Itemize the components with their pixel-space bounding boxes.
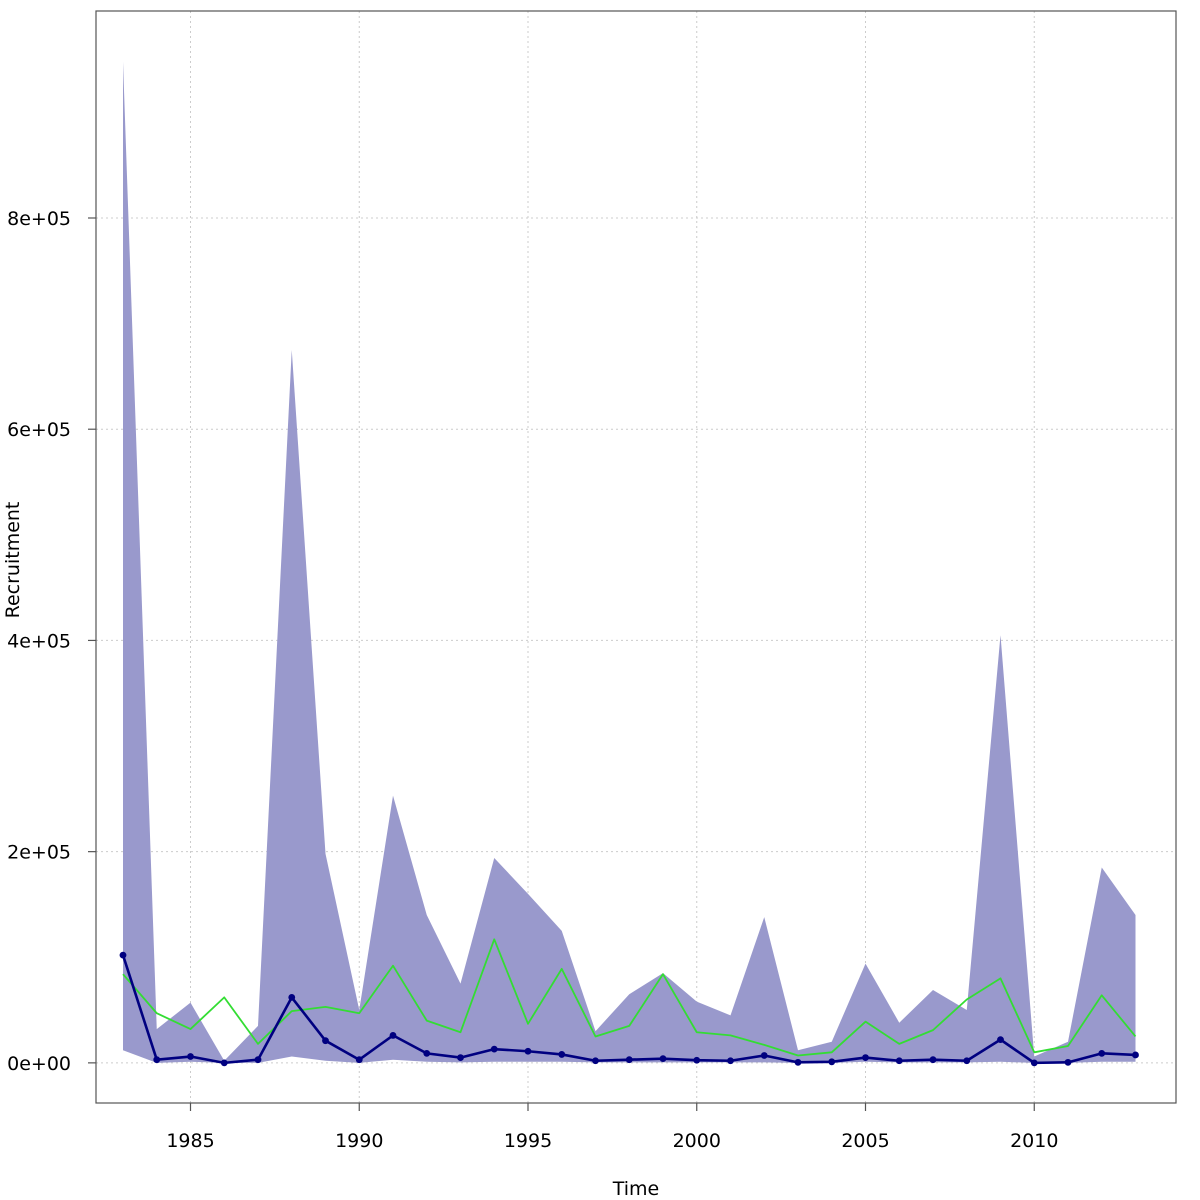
data-point: [220, 1059, 228, 1067]
data-point: [1098, 1049, 1106, 1057]
data-point: [1064, 1058, 1072, 1066]
data-point: [153, 1056, 161, 1064]
data-point: [659, 1055, 667, 1063]
data-point: [862, 1054, 869, 1061]
y-tick-label: 4e+05: [7, 630, 71, 652]
data-point: [524, 1047, 532, 1055]
data-point: [288, 993, 296, 1001]
series-line-0: [122, 938, 1137, 1057]
data-point: [457, 1054, 464, 1061]
y-axis-title: Recruitment: [2, 502, 24, 619]
plot-frame: [95, 10, 1177, 1104]
data-point: [828, 1058, 836, 1066]
data-point: [625, 1056, 633, 1064]
data-point: [1030, 1059, 1038, 1067]
data-point: [727, 1057, 734, 1065]
data-point: [1132, 1051, 1139, 1059]
y-tick-label: 8e+05: [7, 208, 71, 230]
y-tick-label: 2e+05: [7, 842, 71, 864]
data-point: [592, 1057, 599, 1065]
y-tick-label: 6e+05: [7, 419, 71, 441]
y-axis: 0e+00 2e+05 4e+05 6e+05 8e+05: [7, 208, 96, 1075]
data-point: [119, 951, 127, 959]
data-point: [558, 1051, 566, 1058]
data-point: [389, 1032, 397, 1039]
y-tick-label: 0e+00: [7, 1053, 71, 1075]
data-point: [794, 1058, 802, 1066]
data-point: [254, 1056, 262, 1064]
x-tick-label: 1990: [335, 1130, 383, 1152]
data-point: [929, 1056, 937, 1064]
data-point: [997, 1036, 1004, 1044]
data-point: [322, 1037, 329, 1045]
x-axis: 1985 1990 1995 2000 2005 2010: [166, 1103, 1058, 1152]
series-points: [119, 951, 1139, 1067]
data-point: [490, 1045, 498, 1053]
data-point: [693, 1056, 701, 1064]
x-tick-label: 2005: [841, 1130, 889, 1152]
data-point: [423, 1049, 431, 1057]
data-point: [760, 1052, 768, 1059]
data-point: [355, 1056, 363, 1064]
x-tick-label: 2010: [1010, 1130, 1058, 1152]
data-point: [895, 1057, 903, 1065]
data-point: [187, 1053, 194, 1060]
x-axis-title: Time: [612, 1178, 660, 1200]
x-tick-label: 1995: [504, 1130, 552, 1152]
data-point: [963, 1057, 971, 1065]
x-tick-label: 2000: [673, 1130, 721, 1152]
x-tick-label: 1985: [166, 1130, 214, 1152]
